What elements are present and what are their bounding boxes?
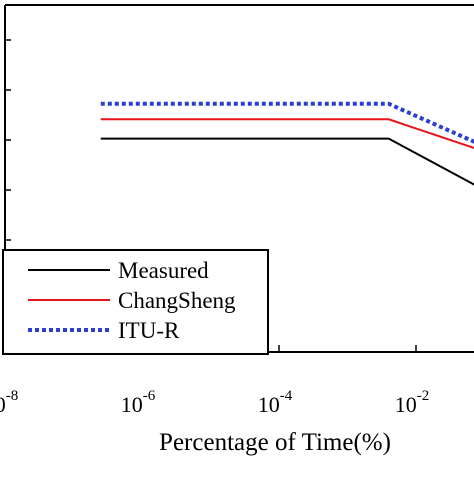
- legend-label: Measured: [118, 258, 209, 283]
- x-tick-label: 10-2: [395, 388, 430, 417]
- legend-label: ChangSheng: [118, 288, 236, 313]
- x-tick-label: 10-6: [121, 388, 156, 417]
- series-line-measured: [100, 137, 474, 186]
- x-axis-label: Percentage of Time(%): [159, 429, 391, 456]
- legend: Measured ChangSheng ITU-R: [2, 249, 269, 355]
- series-line-changsheng: [100, 118, 474, 150]
- axes-layer: 10-8 10-6 10-4 10-2: [0, 4, 474, 417]
- x-tick-label: 10-4: [258, 388, 293, 417]
- legend-box: [2, 249, 269, 355]
- series-layer: [100, 101, 474, 186]
- series-line-itu-r: [100, 101, 474, 144]
- x-tick-label: 10-8: [0, 388, 18, 417]
- legend-label: ITU-R: [118, 318, 180, 343]
